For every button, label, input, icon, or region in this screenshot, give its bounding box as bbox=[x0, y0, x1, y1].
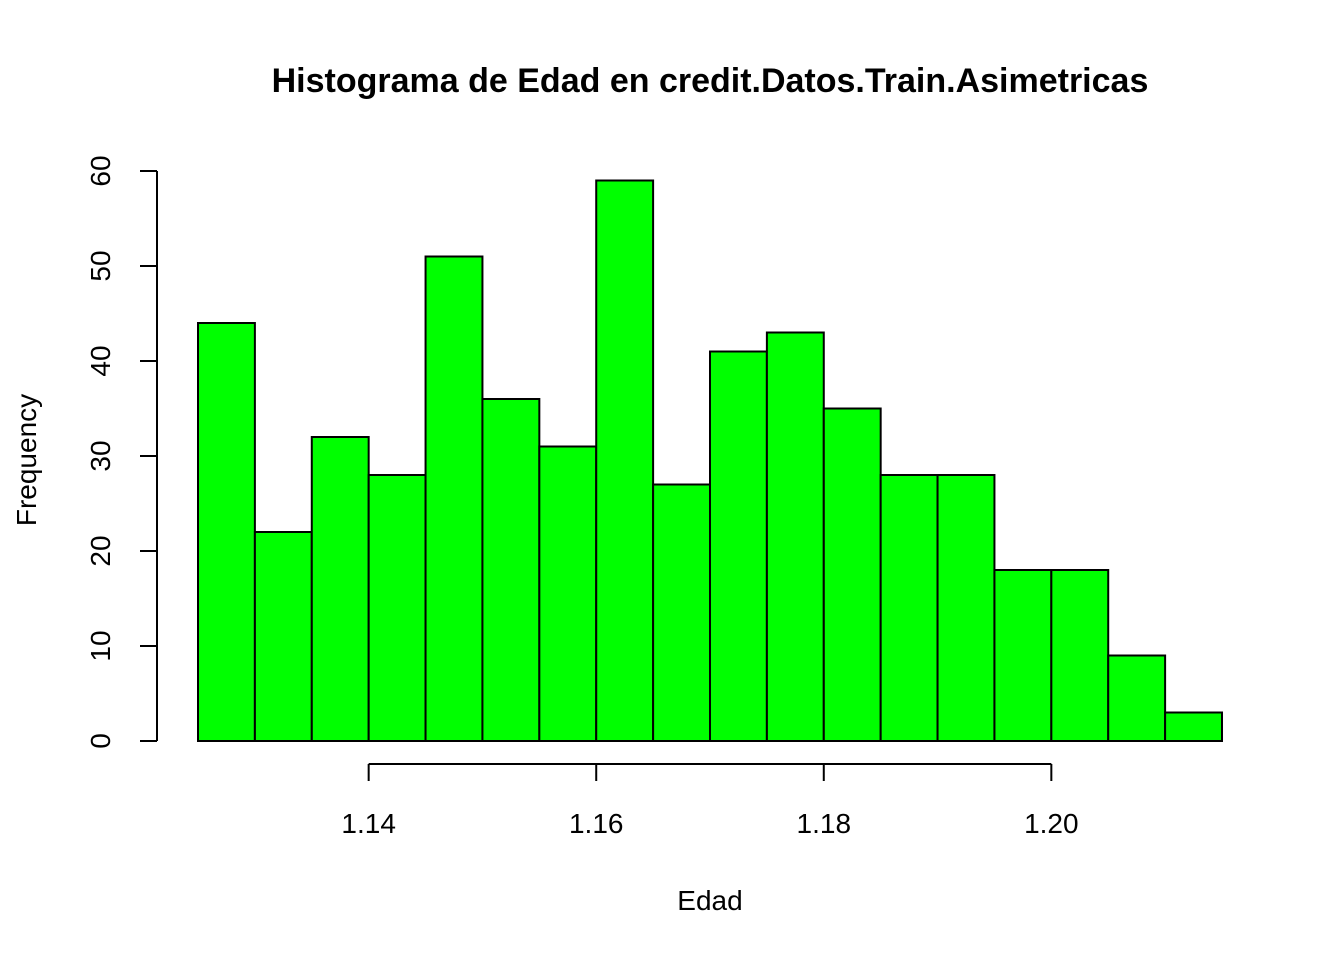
x-tick-label: 1.16 bbox=[569, 808, 624, 839]
histogram-bar bbox=[310, 436, 370, 742]
chart-title: Histograma de Edad en credit.Datos.Train… bbox=[272, 62, 1149, 100]
y-axis: 0 10 20 30 40 50 60 bbox=[85, 155, 158, 749]
y-tick-label: 60 bbox=[85, 155, 116, 186]
histogram-bar bbox=[595, 179, 655, 742]
y-tick-label: 30 bbox=[85, 440, 116, 471]
y-axis-label: Frequency bbox=[11, 394, 42, 526]
histogram-bar bbox=[765, 331, 825, 742]
y-tick-label: 20 bbox=[85, 535, 116, 566]
histogram-bar bbox=[481, 398, 541, 742]
histogram-bar bbox=[1107, 654, 1167, 742]
histogram-bar bbox=[879, 474, 939, 742]
histogram-bar bbox=[367, 474, 427, 742]
histogram-bar bbox=[538, 445, 598, 742]
histogram-bar bbox=[822, 407, 882, 742]
x-tick-label: 1.14 bbox=[341, 808, 396, 839]
x-tick-label: 1.18 bbox=[797, 808, 852, 839]
x-axis-label: Edad bbox=[677, 885, 742, 916]
histogram-bar bbox=[1164, 711, 1223, 742]
histogram-bar bbox=[652, 483, 711, 742]
histogram-bar bbox=[424, 255, 484, 742]
y-tick-label: 50 bbox=[85, 250, 116, 281]
y-tick-label: 40 bbox=[85, 345, 116, 376]
x-tick-label: 1.20 bbox=[1024, 808, 1079, 839]
histogram-bar bbox=[197, 322, 256, 742]
x-axis: 1.14 1.16 1.18 1.20 bbox=[341, 763, 1079, 839]
histogram-bar bbox=[993, 569, 1053, 742]
histogram-bar bbox=[709, 350, 768, 742]
histogram-bar bbox=[253, 531, 313, 742]
y-tick-label: 0 bbox=[85, 733, 116, 749]
y-tick-label: 10 bbox=[85, 630, 116, 661]
histogram-bar bbox=[1050, 569, 1110, 742]
histogram-bar bbox=[936, 474, 996, 742]
bars-group bbox=[197, 179, 1223, 742]
